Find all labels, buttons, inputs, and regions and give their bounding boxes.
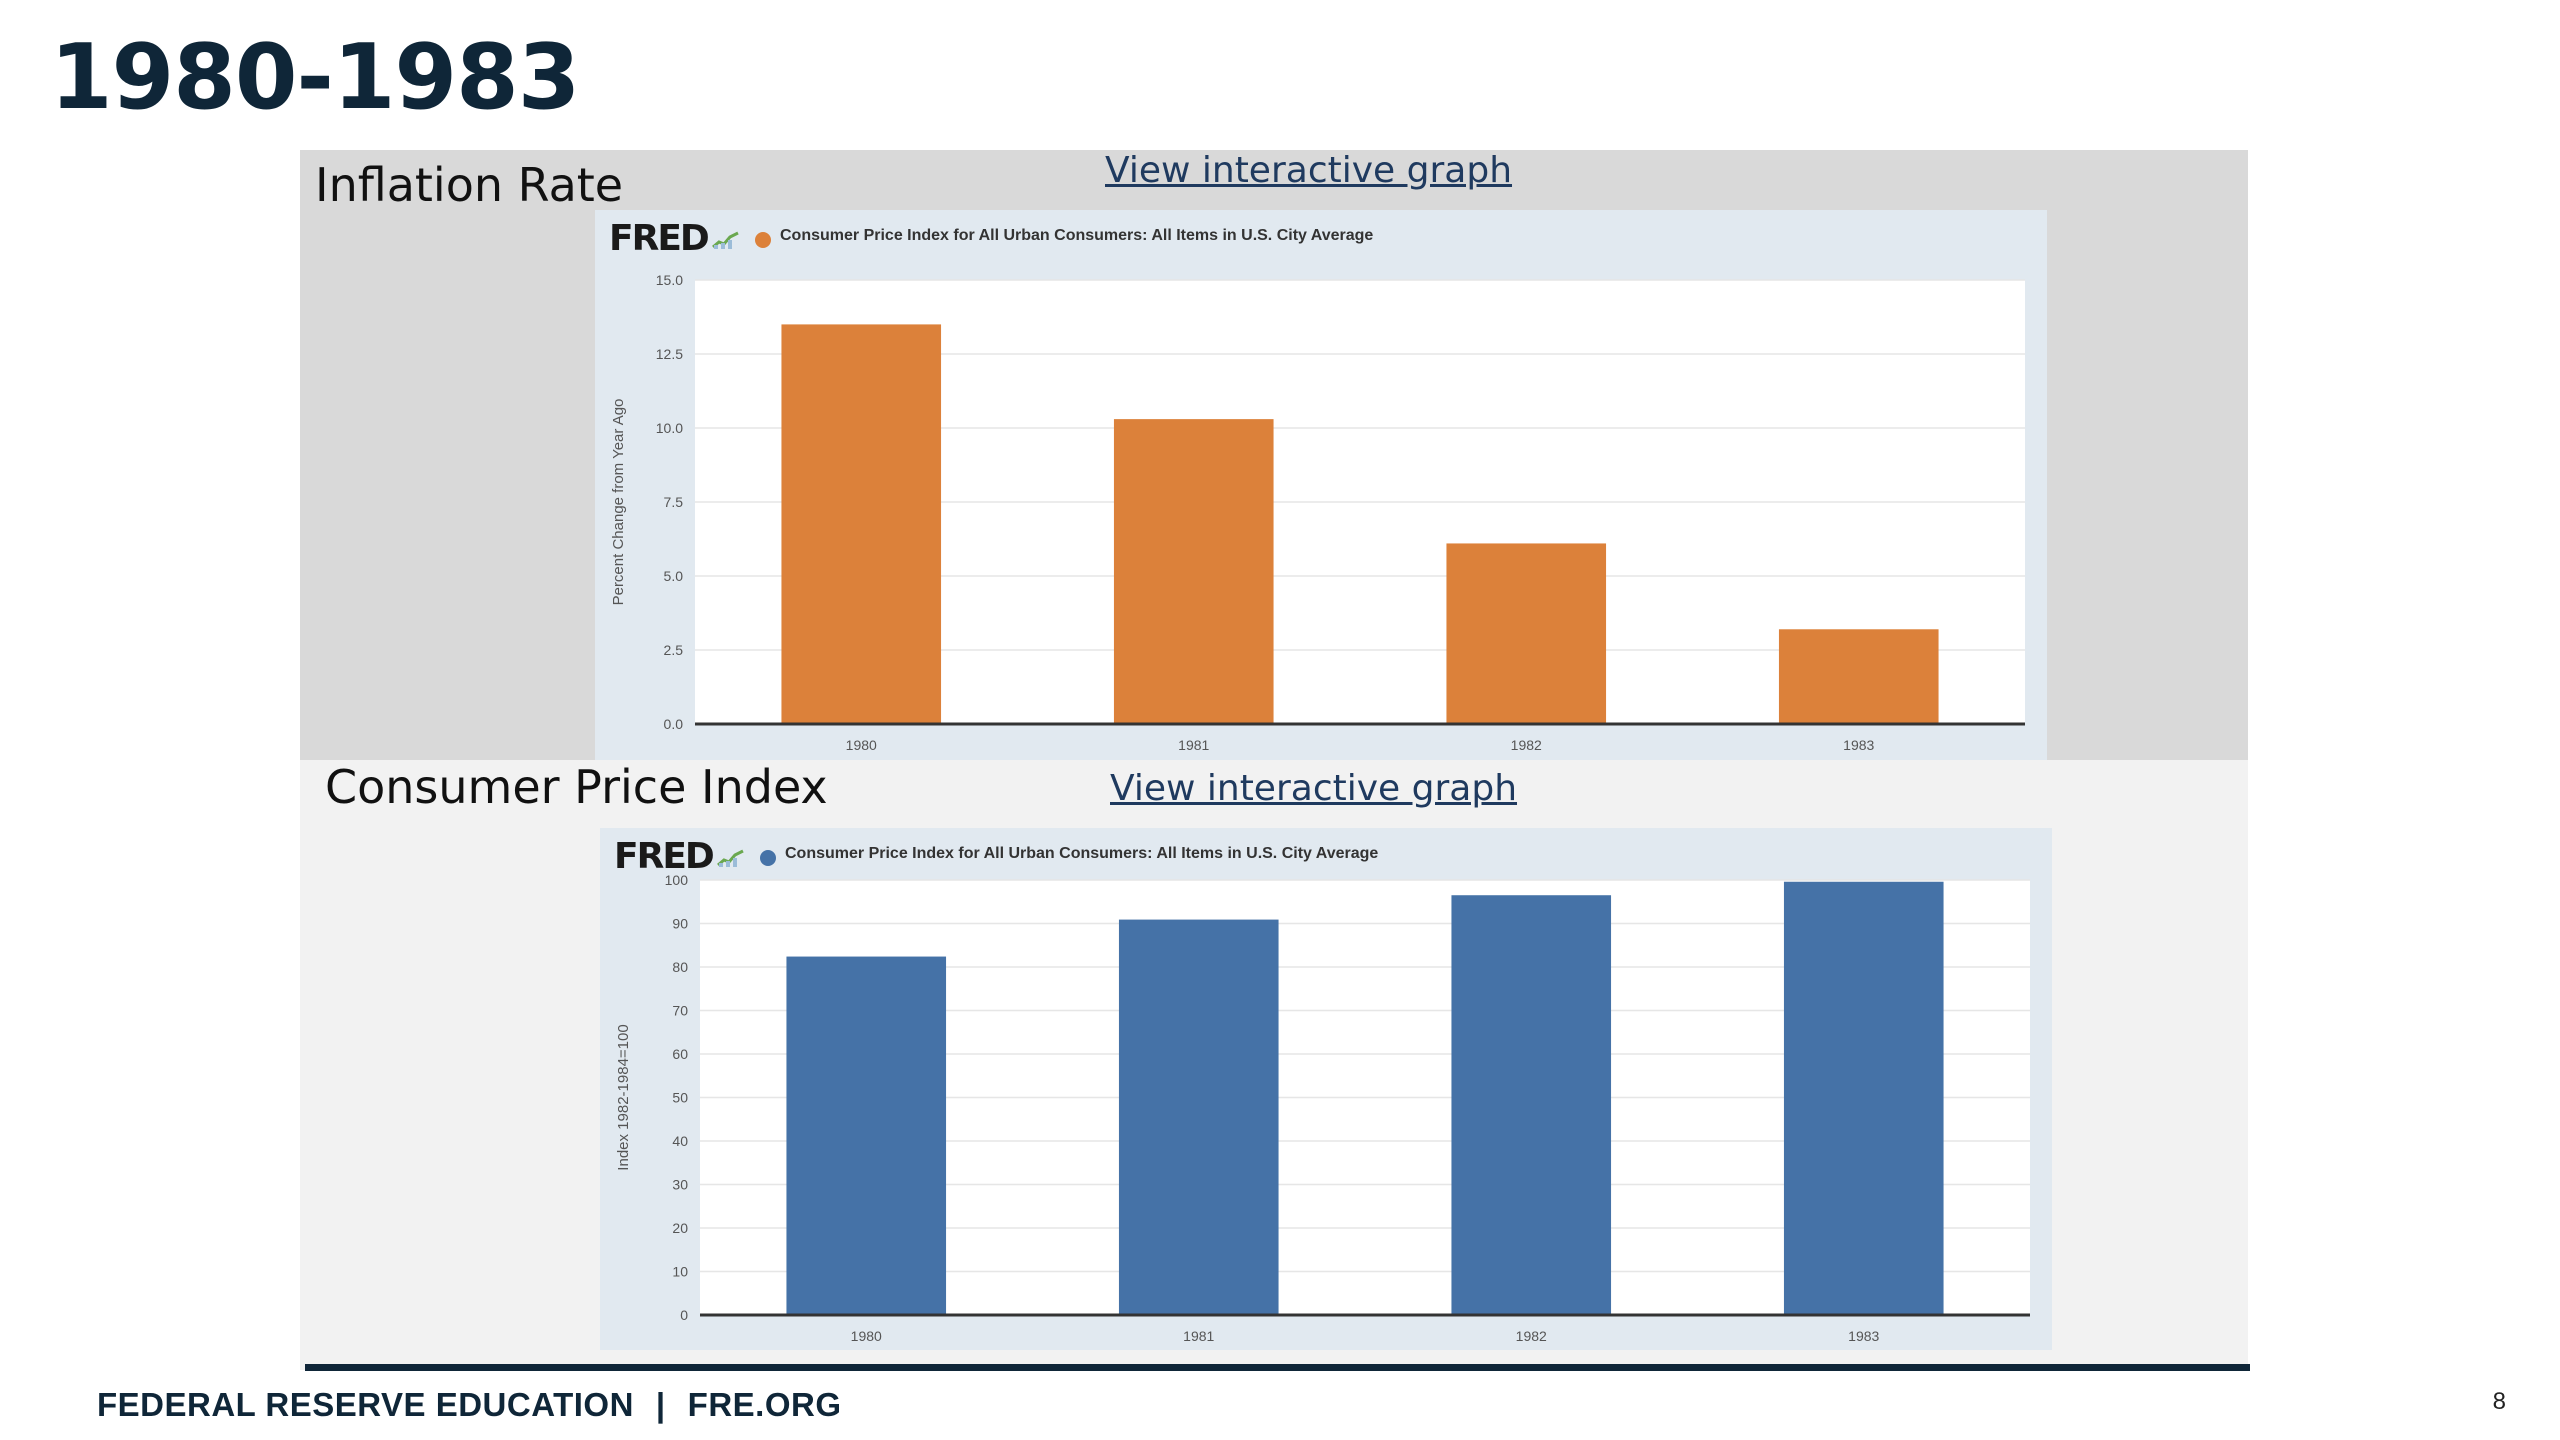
cpi-fred-chart: FRED Consumer Price Index for All Urban … — [600, 828, 2052, 1350]
fred-spark-icon — [716, 849, 744, 867]
inflation-legend-text: Consumer Price Index for All Urban Consu… — [780, 227, 1374, 244]
inflation-bar-1981 — [1113, 419, 1274, 724]
inflation-ytick-label: 5.0 — [664, 568, 684, 584]
footer: FEDERAL RESERVE EDUCATION | FRE.ORG — [97, 1386, 842, 1424]
cpi-ytick-label: 40 — [672, 1133, 688, 1149]
cpi-ytick-label: 70 — [672, 1003, 688, 1019]
cpi-bar-1983 — [1783, 881, 1944, 1315]
inflation-ytick-label: 0.0 — [664, 716, 684, 732]
cpi-ytick-label: 20 — [672, 1220, 688, 1236]
inflation-xtick-label: 1980 — [846, 737, 877, 753]
inflation-ytick-label: 10.0 — [656, 420, 683, 436]
inflation-xtick-label: 1982 — [1511, 737, 1542, 753]
cpi-xtick-label: 1980 — [851, 1328, 882, 1344]
inflation-xtick-label: 1983 — [1843, 737, 1874, 753]
cpi-ytick-label: 30 — [672, 1177, 688, 1193]
cpi-xtick-label: 1981 — [1183, 1328, 1214, 1344]
inflation-ytick-label: 2.5 — [664, 642, 684, 658]
cpi-ytick-label: 50 — [672, 1090, 688, 1106]
cpi-panel-label: Consumer Price Index — [325, 760, 828, 814]
inflation-bar-1982 — [1446, 543, 1607, 724]
cpi-legend-text: Consumer Price Index for All Urban Consu… — [785, 845, 1379, 862]
cpi-ytick-label: 10 — [672, 1264, 688, 1280]
fred-logo: FRED — [614, 836, 745, 877]
fred-spark-icon — [711, 231, 739, 249]
cpi-bar-1982 — [1451, 895, 1612, 1315]
cpi-panel: Consumer Price Index View interactive gr… — [300, 760, 2248, 1370]
footer-rule — [305, 1364, 2250, 1371]
inflation-ylabel: Percent Change from Year Ago — [610, 399, 627, 606]
cpi-ytick-label: 60 — [672, 1046, 688, 1062]
cpi-ytick-label: 80 — [672, 959, 688, 975]
cpi-xtick-label: 1982 — [1516, 1328, 1547, 1344]
cpi-ytick-label: 90 — [672, 916, 688, 932]
slide-title: 1980-1983 — [50, 25, 580, 130]
cpi-ytick-label: 100 — [665, 872, 689, 888]
inflation-fred-chart: FRED Consumer Price Index for All Urban … — [595, 210, 2047, 760]
inflation-ytick-label: 7.5 — [664, 494, 684, 510]
cpi-view-interactive-link[interactable]: View interactive graph — [1110, 768, 1518, 809]
cpi-ytick-label: 0 — [680, 1307, 688, 1323]
page-number: 8 — [2492, 1388, 2506, 1415]
footer-site: FRE.ORG — [687, 1386, 842, 1423]
inflation-bar-1980 — [781, 324, 942, 724]
inflation-legend-marker — [755, 232, 771, 248]
footer-separator: | — [655, 1386, 666, 1423]
cpi-bar-1980 — [786, 956, 947, 1315]
inflation-ytick-label: 12.5 — [656, 346, 683, 362]
cpi-ylabel: Index 1982-1984=100 — [615, 1024, 632, 1170]
cpi-bar-1981 — [1118, 919, 1279, 1315]
inflation-panel: Inflation Rate View interactive graph FR… — [300, 150, 2248, 760]
inflation-panel-label: Inflation Rate — [315, 158, 624, 212]
cpi-bar-chart: 0 10 20 30 40 50 60 70 80 90 100 Index 1982-1984=10… — [615, 872, 2030, 1344]
fred-logo: FRED — [609, 218, 740, 259]
inflation-bar-1983 — [1778, 629, 1939, 724]
cpi-xtick-label: 1983 — [1848, 1328, 1879, 1344]
inflation-view-interactive-link[interactable]: View interactive graph — [1105, 150, 1513, 191]
cpi-legend-marker — [760, 850, 776, 866]
inflation-xtick-label: 1981 — [1178, 737, 1209, 753]
footer-org: FEDERAL RESERVE EDUCATION — [97, 1386, 634, 1423]
inflation-ytick-label: 15.0 — [656, 272, 683, 288]
inflation-bar-chart: 0.0 2.5 5.0 7.5 10.0 12.5 15.0 Percent Change f… — [610, 272, 2025, 753]
